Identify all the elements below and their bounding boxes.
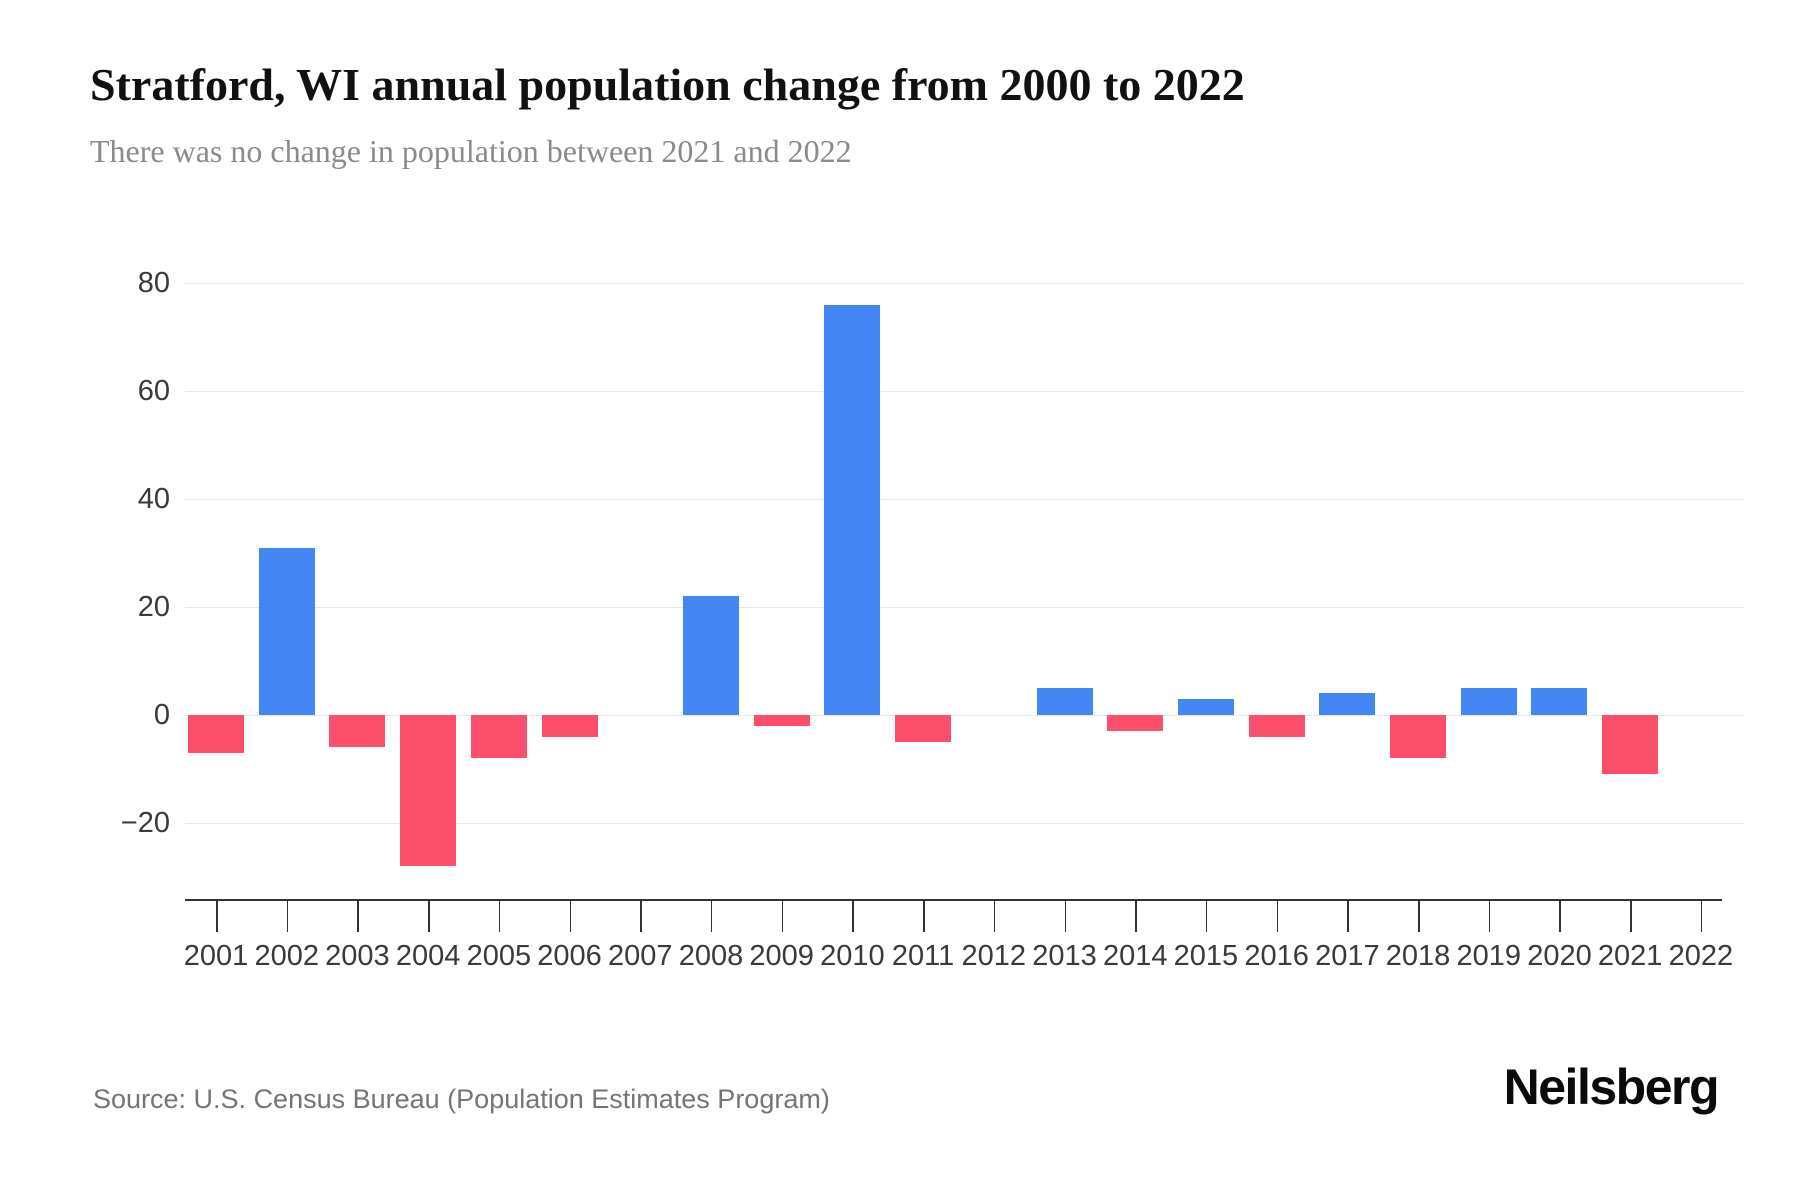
x-axis-label: 2017 xyxy=(1315,940,1380,972)
bar-2020[interactable] xyxy=(1531,688,1588,715)
x-axis-tick xyxy=(216,901,218,932)
source-note: Source: U.S. Census Bureau (Population E… xyxy=(93,1084,830,1114)
x-axis-tick xyxy=(1135,901,1137,932)
x-axis-label: 2007 xyxy=(607,940,673,972)
x-axis-tick xyxy=(640,901,642,932)
bar-2001[interactable] xyxy=(188,715,244,753)
x-axis-tick xyxy=(1064,901,1067,932)
x-axis-tick xyxy=(428,901,430,932)
x-axis-tick xyxy=(710,901,713,932)
y-gridline xyxy=(185,715,1745,716)
y-axis-label: 80 xyxy=(137,267,170,299)
x-axis-tick xyxy=(357,901,359,932)
y-gridline xyxy=(185,823,1745,824)
bar-2017[interactable] xyxy=(1319,693,1376,715)
x-axis-label: 2016 xyxy=(1244,940,1309,972)
x-axis-tick xyxy=(1347,901,1349,932)
y-gridline xyxy=(185,391,1745,392)
y-axis-label: −20 xyxy=(120,807,170,839)
x-axis-tick xyxy=(1418,901,1420,932)
x-axis-label: 2006 xyxy=(537,940,602,972)
y-axis-label: 60 xyxy=(137,375,170,407)
bar-2006[interactable] xyxy=(541,715,598,737)
bar-2010[interactable] xyxy=(824,304,881,715)
bar-2002[interactable] xyxy=(258,547,315,715)
y-gridline xyxy=(185,607,1745,608)
x-axis-tick xyxy=(1276,901,1279,932)
x-axis-line xyxy=(185,899,1722,901)
y-axis-label: 40 xyxy=(137,483,170,515)
x-axis-label: 2001 xyxy=(183,940,249,972)
y-axis-label: 20 xyxy=(137,591,170,623)
bar-2011[interactable] xyxy=(895,715,952,742)
x-axis-tick xyxy=(498,901,501,932)
x-axis-label: 2005 xyxy=(466,940,532,972)
x-axis-tick xyxy=(1700,901,1703,932)
y-gridline xyxy=(185,499,1745,500)
x-axis-tick xyxy=(1488,901,1491,932)
bar-2018[interactable] xyxy=(1390,715,1447,759)
bar-2004[interactable] xyxy=(400,715,457,867)
x-axis-label: 2004 xyxy=(395,940,461,972)
x-axis-label: 2002 xyxy=(254,940,319,972)
chart-subtitle: There was no change in population betwee… xyxy=(90,133,852,169)
bar-2014[interactable] xyxy=(1107,715,1164,732)
x-axis-tick xyxy=(993,901,996,932)
x-axis-tick xyxy=(569,901,572,932)
x-axis-label: 2009 xyxy=(749,940,814,972)
x-axis-label: 2012 xyxy=(961,940,1027,972)
x-axis-label: 2003 xyxy=(325,940,390,972)
x-axis-label: 2021 xyxy=(1597,940,1663,972)
y-axis-label: 0 xyxy=(153,699,170,731)
x-axis-label: 2020 xyxy=(1527,940,1592,972)
brand-logo[interactable]: Neilsberg xyxy=(1503,1059,1720,1115)
x-axis-tick xyxy=(1205,901,1208,932)
y-gridline xyxy=(185,283,1745,284)
chart-title: Stratford, WI annual population change f… xyxy=(90,59,1245,110)
x-axis-tick xyxy=(286,901,289,932)
bar-2015[interactable] xyxy=(1177,698,1234,715)
x-axis-label: 2015 xyxy=(1173,940,1239,972)
x-axis-tick xyxy=(852,901,854,932)
x-axis-label: 2011 xyxy=(891,940,955,972)
bar-2019[interactable] xyxy=(1460,688,1517,715)
x-axis-label: 2019 xyxy=(1456,940,1522,972)
x-axis-label: 2013 xyxy=(1032,940,1097,972)
x-axis-label: 2014 xyxy=(1102,940,1168,972)
bar-2013[interactable] xyxy=(1036,688,1093,715)
bar-2016[interactable] xyxy=(1248,715,1305,737)
x-axis-label: 2018 xyxy=(1385,940,1451,972)
x-axis-label: 2010 xyxy=(820,940,885,972)
x-axis-tick xyxy=(1559,901,1561,932)
bar-2003[interactable] xyxy=(329,715,386,748)
x-axis-tick xyxy=(1630,901,1632,932)
bar-2021[interactable] xyxy=(1602,715,1659,775)
x-axis-tick xyxy=(923,901,925,932)
bar-2008[interactable] xyxy=(682,596,739,715)
bar-2005[interactable] xyxy=(470,715,527,759)
bar-2009[interactable] xyxy=(753,715,810,726)
x-axis-label: 2008 xyxy=(678,940,744,972)
x-axis-label: 2022 xyxy=(1668,940,1734,972)
x-axis-tick xyxy=(781,901,784,932)
